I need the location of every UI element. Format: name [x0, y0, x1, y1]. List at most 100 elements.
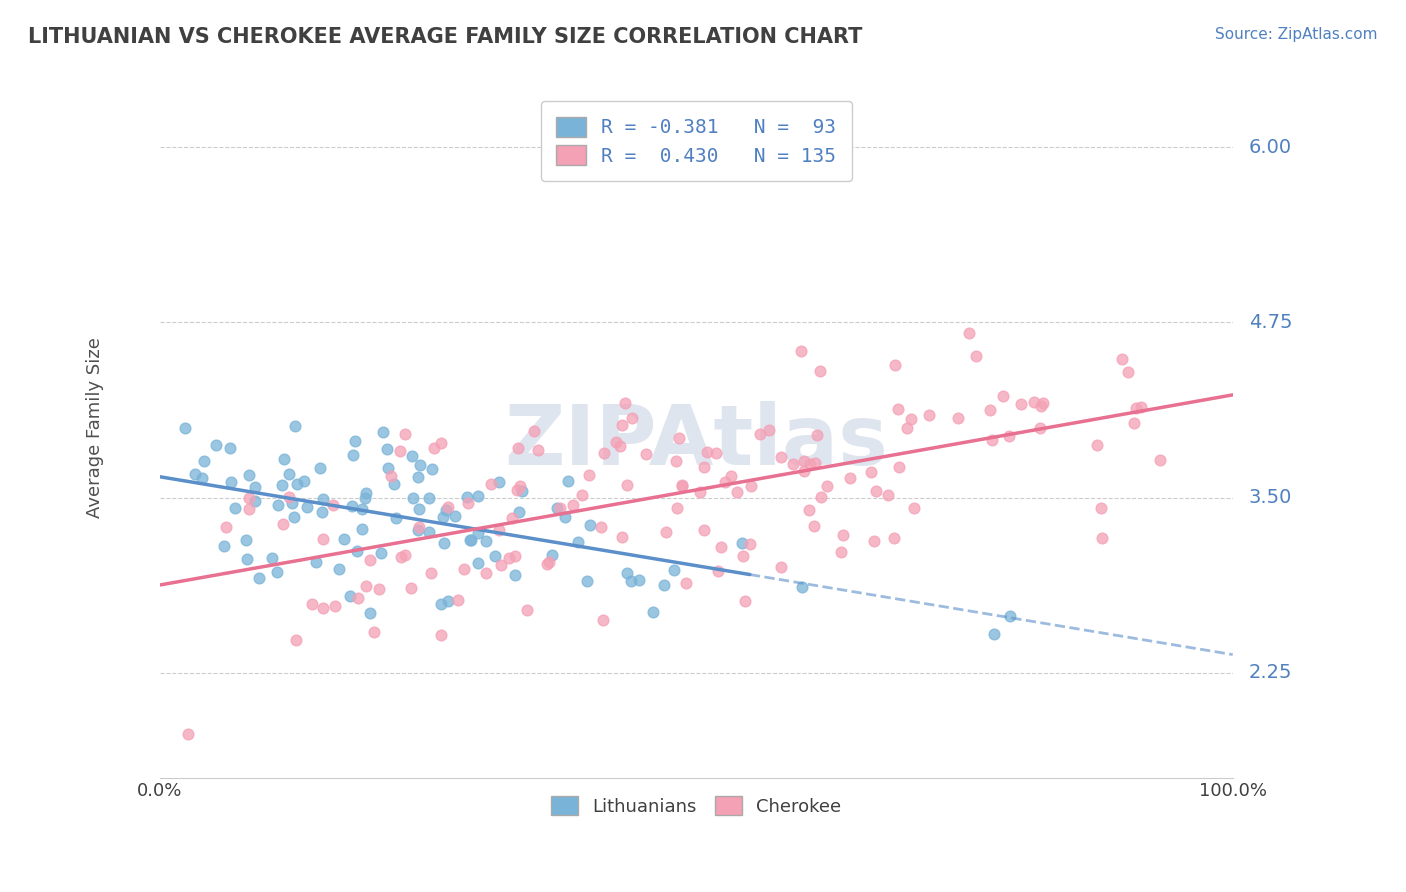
Point: [620, 574, 643, 588]
Point: [998, 429, 1021, 443]
Point: [420, 461, 443, 475]
Point: [664, 563, 686, 577]
Point: [394, 427, 416, 442]
Point: [312, 532, 335, 546]
Point: [359, 552, 381, 566]
Point: [371, 425, 394, 439]
Point: [408, 520, 430, 534]
Point: [385, 511, 408, 525]
Point: [991, 389, 1014, 403]
Point: [725, 484, 748, 499]
Point: [536, 557, 558, 571]
Text: ZIPAtlas: ZIPAtlas: [505, 401, 889, 482]
Point: [693, 459, 716, 474]
Point: [484, 549, 506, 563]
Point: [284, 418, 307, 433]
Point: [797, 503, 820, 517]
Point: [734, 593, 756, 607]
Point: [877, 488, 900, 502]
Point: [399, 582, 422, 596]
Point: [308, 461, 330, 475]
Point: [731, 535, 754, 549]
Point: [370, 546, 392, 560]
Point: [799, 457, 821, 471]
Text: Source: ZipAtlas.com: Source: ZipAtlas.com: [1215, 27, 1378, 42]
Point: [388, 444, 411, 458]
Point: [247, 571, 270, 585]
Text: Average Family Size: Average Family Size: [86, 337, 104, 518]
Point: [769, 560, 792, 574]
Point: [889, 460, 911, 475]
Point: [377, 442, 399, 456]
Point: [312, 601, 335, 615]
Point: [758, 423, 780, 437]
Point: [382, 477, 405, 491]
Point: [437, 594, 460, 608]
Point: [610, 529, 633, 543]
Point: [292, 474, 315, 488]
Point: [340, 499, 363, 513]
Point: [689, 484, 711, 499]
Point: [1122, 416, 1144, 430]
Point: [380, 468, 402, 483]
Point: [620, 411, 643, 425]
Point: [792, 464, 814, 478]
Point: [808, 364, 831, 378]
Point: [434, 503, 457, 517]
Point: [838, 471, 860, 485]
Point: [328, 562, 350, 576]
Point: [432, 510, 454, 524]
Point: [456, 490, 478, 504]
Point: [675, 575, 697, 590]
Point: [748, 426, 770, 441]
Point: [790, 344, 813, 359]
Point: [957, 326, 980, 340]
Point: [354, 486, 377, 500]
Point: [636, 447, 658, 461]
Point: [803, 518, 825, 533]
Point: [1090, 501, 1112, 516]
Point: [262, 550, 284, 565]
Point: [311, 505, 333, 519]
Point: [557, 474, 579, 488]
Point: [1091, 531, 1114, 545]
Point: [266, 565, 288, 579]
Point: [389, 549, 412, 564]
Point: [593, 446, 616, 460]
Point: [782, 457, 804, 471]
Point: [509, 479, 531, 493]
Point: [437, 500, 460, 515]
Point: [235, 533, 257, 547]
Point: [516, 603, 538, 617]
Point: [418, 491, 440, 505]
Point: [554, 510, 576, 524]
Point: [236, 552, 259, 566]
Point: [578, 518, 600, 533]
Point: [666, 500, 689, 515]
Point: [979, 403, 1001, 417]
Point: [671, 478, 693, 492]
Point: [344, 434, 367, 449]
Point: [479, 477, 502, 491]
Point: [423, 441, 446, 455]
Point: [467, 526, 489, 541]
Point: [731, 549, 754, 563]
Point: [815, 479, 838, 493]
Point: [1031, 399, 1053, 413]
Text: 2.25: 2.25: [1249, 663, 1292, 682]
Point: [704, 446, 727, 460]
Point: [443, 509, 465, 524]
Point: [609, 439, 631, 453]
Point: [354, 579, 377, 593]
Point: [628, 574, 651, 588]
Legend: Lithuanians, Cherokee: Lithuanians, Cherokee: [541, 787, 851, 824]
Point: [408, 501, 430, 516]
Point: [903, 500, 925, 515]
Point: [506, 483, 529, 498]
Point: [738, 537, 761, 551]
Point: [665, 454, 688, 468]
Point: [740, 479, 762, 493]
Point: [489, 558, 512, 573]
Point: [214, 520, 236, 534]
Point: [655, 524, 678, 539]
